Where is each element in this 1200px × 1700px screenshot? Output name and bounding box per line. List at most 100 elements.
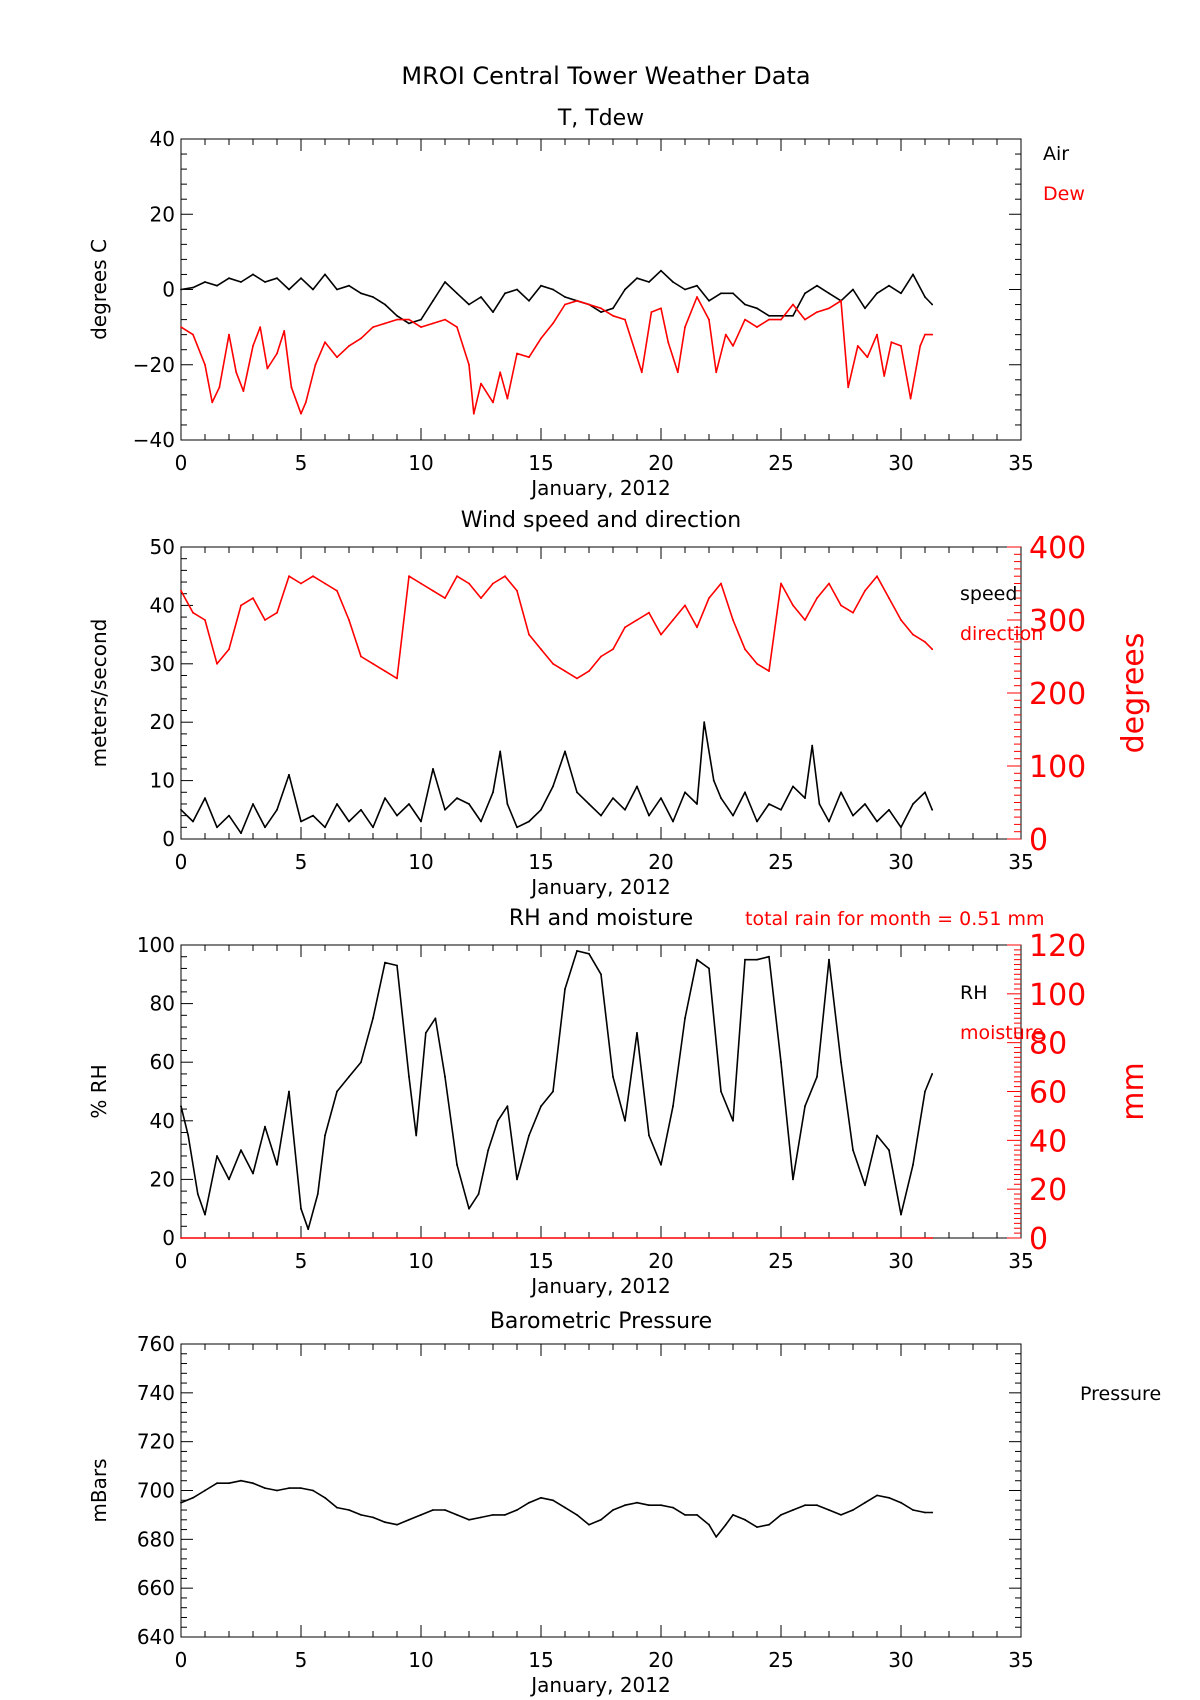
data-point-speed — [564, 750, 566, 753]
data-point-RH — [804, 1105, 806, 1108]
data-point-Pressure — [192, 1496, 194, 1499]
data-point-RH — [780, 1061, 782, 1064]
data-point-Pressure — [724, 1523, 727, 1526]
data-point-Pressure — [624, 1504, 626, 1507]
data-point-RH — [768, 955, 770, 958]
data-point-direction — [648, 611, 650, 614]
data-point-direction — [228, 648, 230, 651]
series-line-RH — [180, 950, 933, 1230]
data-point-RH — [624, 1119, 626, 1122]
data-point-direction — [336, 589, 338, 592]
data-point-Dew — [235, 371, 238, 374]
data-point-speed — [600, 814, 602, 817]
data-point-Dew — [204, 363, 206, 366]
data-point-RH — [540, 1105, 542, 1108]
data-point-Air — [492, 311, 494, 313]
y-tick-label: 0 — [162, 827, 175, 851]
data-point-Pressure — [564, 1506, 566, 1509]
data-point-Air — [192, 286, 194, 289]
data-point-Pressure — [600, 1518, 602, 1521]
data-point-speed — [744, 791, 746, 794]
data-point-direction — [792, 604, 794, 607]
data-point-direction — [288, 575, 290, 578]
data-point-speed — [506, 803, 509, 805]
data-point-direction — [708, 597, 710, 599]
data-point-Pressure — [852, 1509, 854, 1511]
data-point-Pressure — [696, 1514, 698, 1516]
data-point-Air — [324, 273, 326, 276]
data-point-RH — [187, 1134, 190, 1137]
data-point-Air — [564, 296, 566, 298]
data-point-speed — [228, 814, 230, 817]
x-tick-label: 25 — [768, 1249, 793, 1273]
y2-tick-label: 60 — [1029, 1076, 1067, 1111]
data-point-speed — [384, 797, 386, 799]
data-point-Pressure — [180, 1501, 182, 1504]
data-point-Pressure — [372, 1516, 374, 1519]
x-tick-label: 10 — [408, 850, 433, 874]
data-point-Pressure — [912, 1509, 914, 1511]
series-line-Pressure — [180, 1479, 933, 1538]
data-point-Air — [180, 288, 182, 291]
x-tick-label: 25 — [768, 850, 793, 874]
data-point-RH — [576, 950, 578, 952]
y2-tick-label: 80 — [1029, 1027, 1067, 1062]
data-point-Dew — [931, 333, 934, 336]
x-tick-label: 20 — [648, 850, 673, 874]
legend-moisture: moisture — [960, 1022, 1044, 1044]
data-point-speed — [480, 820, 482, 823]
x-tick-label: 30 — [888, 850, 913, 874]
data-point-direction — [468, 582, 470, 585]
data-point-RH — [792, 1178, 794, 1181]
data-point-Pressure — [732, 1514, 734, 1516]
data-point-Air — [636, 277, 638, 280]
data-point-Air — [768, 314, 770, 317]
data-point-Pressure — [576, 1514, 578, 1516]
data-point-RH — [648, 1134, 650, 1137]
data-point-Pressure — [588, 1523, 590, 1526]
data-point-Pressure — [756, 1526, 758, 1528]
data-point-Dew — [472, 412, 475, 415]
data-point-Air — [660, 269, 662, 272]
data-point-direction — [828, 582, 830, 585]
data-point-speed — [312, 814, 314, 817]
data-point-Pressure — [528, 1501, 530, 1504]
data-point-direction — [384, 670, 386, 672]
data-point-Air — [252, 273, 254, 276]
x-tick-label: 10 — [408, 451, 433, 475]
data-point-Dew — [708, 318, 710, 321]
data-point-speed — [818, 803, 821, 805]
x-tick-label: 35 — [1008, 850, 1033, 874]
data-point-Pressure — [432, 1509, 434, 1511]
data-point-Air — [900, 292, 902, 295]
y-tick-label: −20 — [133, 353, 175, 377]
data-point-Air — [876, 292, 878, 295]
data-point-RH — [564, 988, 566, 990]
data-point-RH — [468, 1207, 470, 1210]
x-tick-label: 15 — [528, 1249, 553, 1273]
x-tick-label: 5 — [295, 850, 308, 874]
data-point-Dew — [856, 345, 859, 347]
data-point-RH — [415, 1134, 418, 1137]
data-point-Air — [372, 296, 374, 298]
data-point-Air — [540, 284, 542, 287]
y2-tick-label: 20 — [1029, 1173, 1067, 1208]
data-point-Dew — [847, 386, 850, 389]
data-point-Dew — [660, 307, 662, 310]
data-point-direction — [420, 582, 422, 585]
data-point-speed — [732, 814, 734, 817]
data-point-Pressure — [768, 1523, 770, 1526]
data-point-direction — [192, 611, 194, 614]
data-point-RH — [240, 1149, 242, 1151]
data-point-Pressure — [612, 1509, 614, 1511]
data-point-RH — [276, 1163, 278, 1166]
data-point-RH — [408, 1075, 410, 1078]
data-point-RH — [876, 1134, 878, 1137]
x-tick-label: 20 — [648, 1648, 673, 1672]
data-point-Dew — [636, 356, 638, 359]
data-point-speed — [588, 803, 590, 805]
legend-Air: Air — [1043, 143, 1069, 165]
data-point-RH — [434, 1017, 437, 1020]
data-point-RH — [360, 1061, 362, 1064]
rain-total-annotation: total rain for month = 0.51 mm — [745, 908, 1045, 930]
